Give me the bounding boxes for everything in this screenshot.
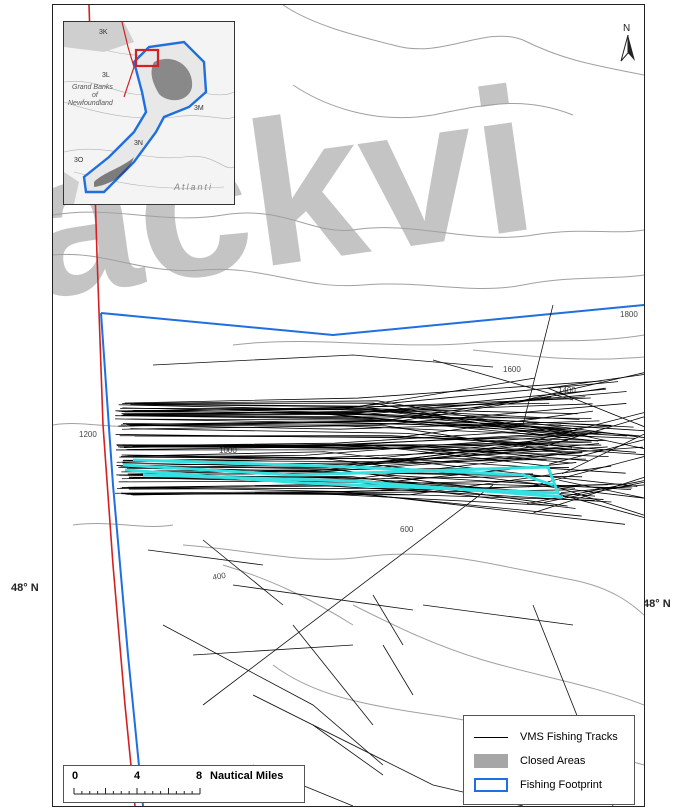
vms-track bbox=[120, 455, 626, 474]
map-frame[interactable]: ackvi 1800 1600 1400 1200 1000 600 400 bbox=[52, 4, 645, 807]
north-letter: N bbox=[623, 23, 631, 34]
track-line-icon bbox=[474, 730, 508, 744]
north-arrow-icon bbox=[620, 35, 635, 62]
vms-track bbox=[126, 420, 562, 426]
contour-label-400: 400 bbox=[212, 571, 227, 582]
vms-track bbox=[123, 397, 591, 413]
vms-track bbox=[120, 407, 592, 438]
inset-zone-3m: 3M bbox=[194, 105, 204, 112]
vms-track bbox=[561, 433, 644, 475]
contour-label-1200: 1200 bbox=[79, 430, 97, 439]
vms-track bbox=[122, 388, 607, 414]
vms-track bbox=[557, 430, 644, 449]
fishing-footprint-outline bbox=[100, 304, 644, 806]
vms-track bbox=[130, 428, 636, 453]
vms-track bbox=[133, 432, 602, 458]
scale-unit: Nautical Miles bbox=[210, 770, 284, 782]
contour-label-1600: 1600 bbox=[503, 365, 521, 374]
vms-track bbox=[527, 422, 644, 438]
vms-track bbox=[533, 476, 644, 514]
vms-track bbox=[129, 403, 627, 427]
vms-track bbox=[549, 439, 644, 465]
vms-track bbox=[115, 387, 606, 420]
inset-zone-3o: 3O bbox=[74, 157, 84, 164]
inset-bank-label-2: of bbox=[92, 92, 98, 99]
vms-track bbox=[122, 456, 575, 489]
vms-track bbox=[548, 388, 644, 427]
contour-label-600: 600 bbox=[400, 525, 414, 534]
legend-label-tracks: VMS Fishing Tracks bbox=[520, 731, 618, 743]
north-arrow: N bbox=[617, 23, 639, 63]
scale-tick-0: 0 bbox=[72, 770, 79, 782]
map-canvas[interactable]: ackvi 1800 1600 1400 1200 1000 600 400 bbox=[53, 5, 644, 806]
legend-label-closed: Closed Areas bbox=[520, 755, 586, 767]
vms-track bbox=[121, 471, 583, 478]
latitude-label-left: 48° N bbox=[11, 582, 39, 594]
scale-bar: 0 4 8 Nautical Miles bbox=[63, 765, 305, 803]
legend-item-tracks: VMS Fishing Tracks bbox=[474, 730, 618, 744]
map-legend: VMS Fishing Tracks Closed Areas Fishing … bbox=[463, 715, 635, 805]
vms-track bbox=[130, 381, 619, 407]
vms-track bbox=[555, 492, 644, 518]
vms-track bbox=[548, 416, 644, 446]
scale-tick-8: 8 bbox=[196, 770, 203, 782]
vms-track bbox=[125, 446, 573, 464]
vms-track bbox=[118, 377, 535, 411]
footprint-outline-icon bbox=[474, 778, 508, 792]
inset-boundary-red bbox=[121, 22, 135, 98]
vms-track-band bbox=[115, 372, 644, 525]
scale-ruler bbox=[73, 788, 201, 795]
vms-track bbox=[118, 422, 564, 428]
vms-track bbox=[549, 424, 644, 432]
legend-item-closed: Closed Areas bbox=[474, 754, 585, 768]
vms-track bbox=[119, 435, 559, 446]
inset-zone-3n: 3N bbox=[134, 140, 143, 147]
legend-label-footprint: Fishing Footprint bbox=[520, 779, 602, 791]
inset-ocean-label: Atlanti bbox=[174, 182, 214, 192]
vms-track bbox=[134, 400, 560, 433]
closed-area-tracks bbox=[122, 458, 564, 499]
vms-tracks-scattered bbox=[147, 304, 614, 806]
inset-zone-3l: 3L bbox=[102, 72, 110, 79]
vms-track bbox=[525, 412, 644, 443]
inset-bank-label-3: Newfoundland bbox=[68, 100, 113, 107]
vms-track bbox=[124, 451, 638, 487]
vms-track bbox=[551, 485, 644, 516]
closed-area-swatch-icon bbox=[474, 754, 508, 768]
inset-extent-box bbox=[134, 48, 160, 68]
vms-track bbox=[116, 439, 606, 446]
vms-track bbox=[546, 374, 644, 389]
legend-item-footprint: Fishing Footprint bbox=[474, 778, 602, 792]
inset-bank-label-1: Grand Banks bbox=[72, 84, 113, 91]
inset-canvas bbox=[64, 22, 234, 204]
vms-track bbox=[123, 434, 574, 448]
vms-track bbox=[124, 411, 612, 426]
vms-track bbox=[526, 446, 644, 456]
latitude-label-right: 48° N bbox=[643, 598, 671, 610]
inset-zone-3k: 3K bbox=[99, 29, 108, 36]
vms-track bbox=[121, 493, 582, 517]
scale-tick-4: 4 bbox=[134, 770, 141, 782]
vms-track bbox=[121, 447, 573, 459]
vms-track bbox=[115, 490, 626, 525]
vms-track bbox=[526, 480, 644, 505]
vms-track bbox=[134, 410, 594, 438]
vms-track bbox=[121, 414, 598, 435]
vms-track bbox=[124, 380, 602, 404]
contour-label-1000: 1000 bbox=[219, 446, 237, 455]
contour-label-1800: 1800 bbox=[620, 310, 638, 319]
inset-overview-map[interactable]: 3K 3L 3M 3O 3N Grand Banks of Newfoundla… bbox=[63, 21, 235, 205]
